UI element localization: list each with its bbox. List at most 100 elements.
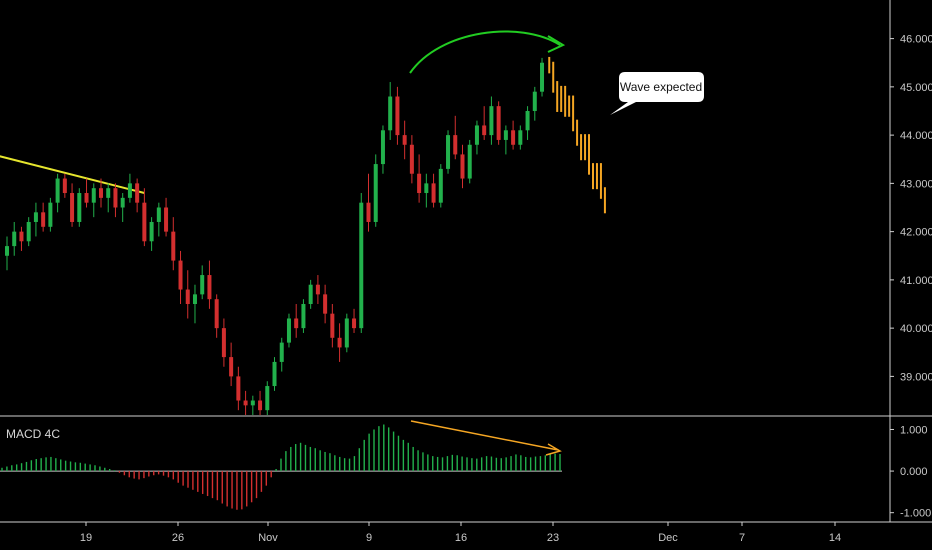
- candle-body: [496, 106, 501, 140]
- candle-body: [337, 337, 342, 348]
- callout-text: Wave expected: [620, 80, 702, 94]
- price-axis[interactable]: 39.000 40.000 41.000 42.000 43.000 44.000 45.0…: [890, 34, 932, 384]
- macd-tick-label: 1.000: [900, 424, 928, 436]
- candle-body: [474, 125, 479, 145]
- candle-body: [352, 318, 357, 329]
- macd-pane[interactable]: [0, 424, 562, 510]
- candle-body: [41, 212, 46, 227]
- trend-arc-arrowhead: [547, 35, 566, 53]
- candle-body: [135, 183, 140, 203]
- candle-body: [214, 299, 219, 329]
- callout-bubble: [610, 72, 704, 115]
- time-tick-label: 19: [80, 532, 92, 544]
- candle-body: [373, 164, 378, 222]
- wave-expected-callout: Wave expected: [610, 72, 704, 115]
- candle-body: [84, 193, 89, 203]
- candle-body: [33, 212, 38, 222]
- candle-body: [91, 188, 96, 203]
- candle-body: [315, 284, 320, 295]
- candle-body: [344, 318, 349, 348]
- macd-divergence-arrowhead: [545, 443, 562, 456]
- candle-body: [229, 357, 234, 377]
- macd-tick-label: -1.000: [900, 508, 931, 520]
- candle-body: [55, 178, 60, 203]
- candle-body: [402, 135, 407, 145]
- candle-body: [120, 197, 125, 208]
- price-tick-label: 43.000: [900, 178, 932, 190]
- candle-body: [323, 294, 328, 314]
- price-tick-label: 45.000: [900, 82, 932, 94]
- candle-body: [62, 178, 67, 194]
- candle-body: [330, 313, 335, 338]
- time-tick-label: 23: [547, 532, 559, 544]
- time-tick-label: 16: [455, 532, 467, 544]
- candle-body: [388, 96, 393, 131]
- candle-body: [446, 135, 451, 169]
- candle-body: [518, 130, 523, 145]
- candle-body: [156, 207, 161, 222]
- price-tick-label: 46.000: [900, 34, 932, 46]
- candle-body: [26, 221, 31, 242]
- candle-body: [359, 202, 364, 329]
- macd-axis[interactable]: 1.000 0.000 -1.000: [890, 424, 931, 520]
- candle-body: [12, 231, 17, 247]
- time-tick-label: 14: [829, 532, 841, 544]
- candle-body: [532, 91, 537, 111]
- candle-body: [286, 318, 291, 343]
- candle-body: [192, 294, 197, 305]
- candle-body: [525, 110, 530, 131]
- candles-group: [0, 56, 606, 415]
- candle-body: [431, 183, 436, 203]
- candle-body: [265, 386, 270, 411]
- candle-body: [106, 188, 111, 198]
- candle-body: [200, 275, 205, 295]
- candle-body: [308, 284, 313, 305]
- candle-body: [279, 342, 284, 362]
- candle-body: [243, 400, 248, 406]
- candle-body: [511, 130, 516, 145]
- candle-body: [540, 62, 545, 92]
- candle-body: [482, 125, 487, 136]
- candle-body: [489, 106, 494, 136]
- candle-body: [77, 193, 82, 222]
- candle-body: [5, 246, 9, 256]
- price-tick-label: 40.000: [900, 323, 932, 335]
- candle-body: [453, 135, 458, 155]
- candle-body: [467, 144, 472, 179]
- annotations: Wave expected: [409, 30, 704, 115]
- price-tick-label: 44.000: [900, 130, 932, 142]
- candle-body: [48, 202, 53, 227]
- price-pane[interactable]: [0, 56, 606, 415]
- candle-body: [221, 328, 226, 358]
- candle-body: [503, 130, 508, 140]
- candle-body: [70, 193, 75, 222]
- candle-body: [19, 231, 24, 242]
- resistance-trendline: [0, 155, 145, 194]
- macd-tick-label: 0.000: [900, 466, 928, 478]
- candle-body: [380, 130, 385, 165]
- price-tick-label: 39.000: [900, 371, 932, 383]
- time-tick-label: Dec: [658, 532, 678, 544]
- time-tick-label: 26: [172, 532, 184, 544]
- candle-body: [417, 173, 422, 194]
- candle-body: [178, 260, 183, 290]
- time-tick-label: 9: [366, 532, 372, 544]
- candle-body: [294, 318, 299, 329]
- candle-body: [395, 96, 400, 136]
- candle-body: [207, 275, 212, 300]
- candle-body: [127, 183, 132, 198]
- candle-body: [171, 231, 176, 261]
- price-tick-label: 41.000: [900, 275, 932, 287]
- time-axis[interactable]: 19 26 Nov 9 16 23 Dec 7 14: [80, 522, 841, 544]
- candle-body: [460, 154, 465, 179]
- macd-divergence-arrow: [410, 420, 559, 451]
- candle-body: [301, 304, 306, 329]
- indicator-title: MACD 4C: [6, 427, 60, 441]
- price-tick-label: 42.000: [900, 227, 932, 239]
- candle-body: [258, 400, 263, 411]
- time-tick-label: 7: [739, 532, 745, 544]
- candle-body: [164, 207, 169, 232]
- candle-body: [98, 188, 103, 198]
